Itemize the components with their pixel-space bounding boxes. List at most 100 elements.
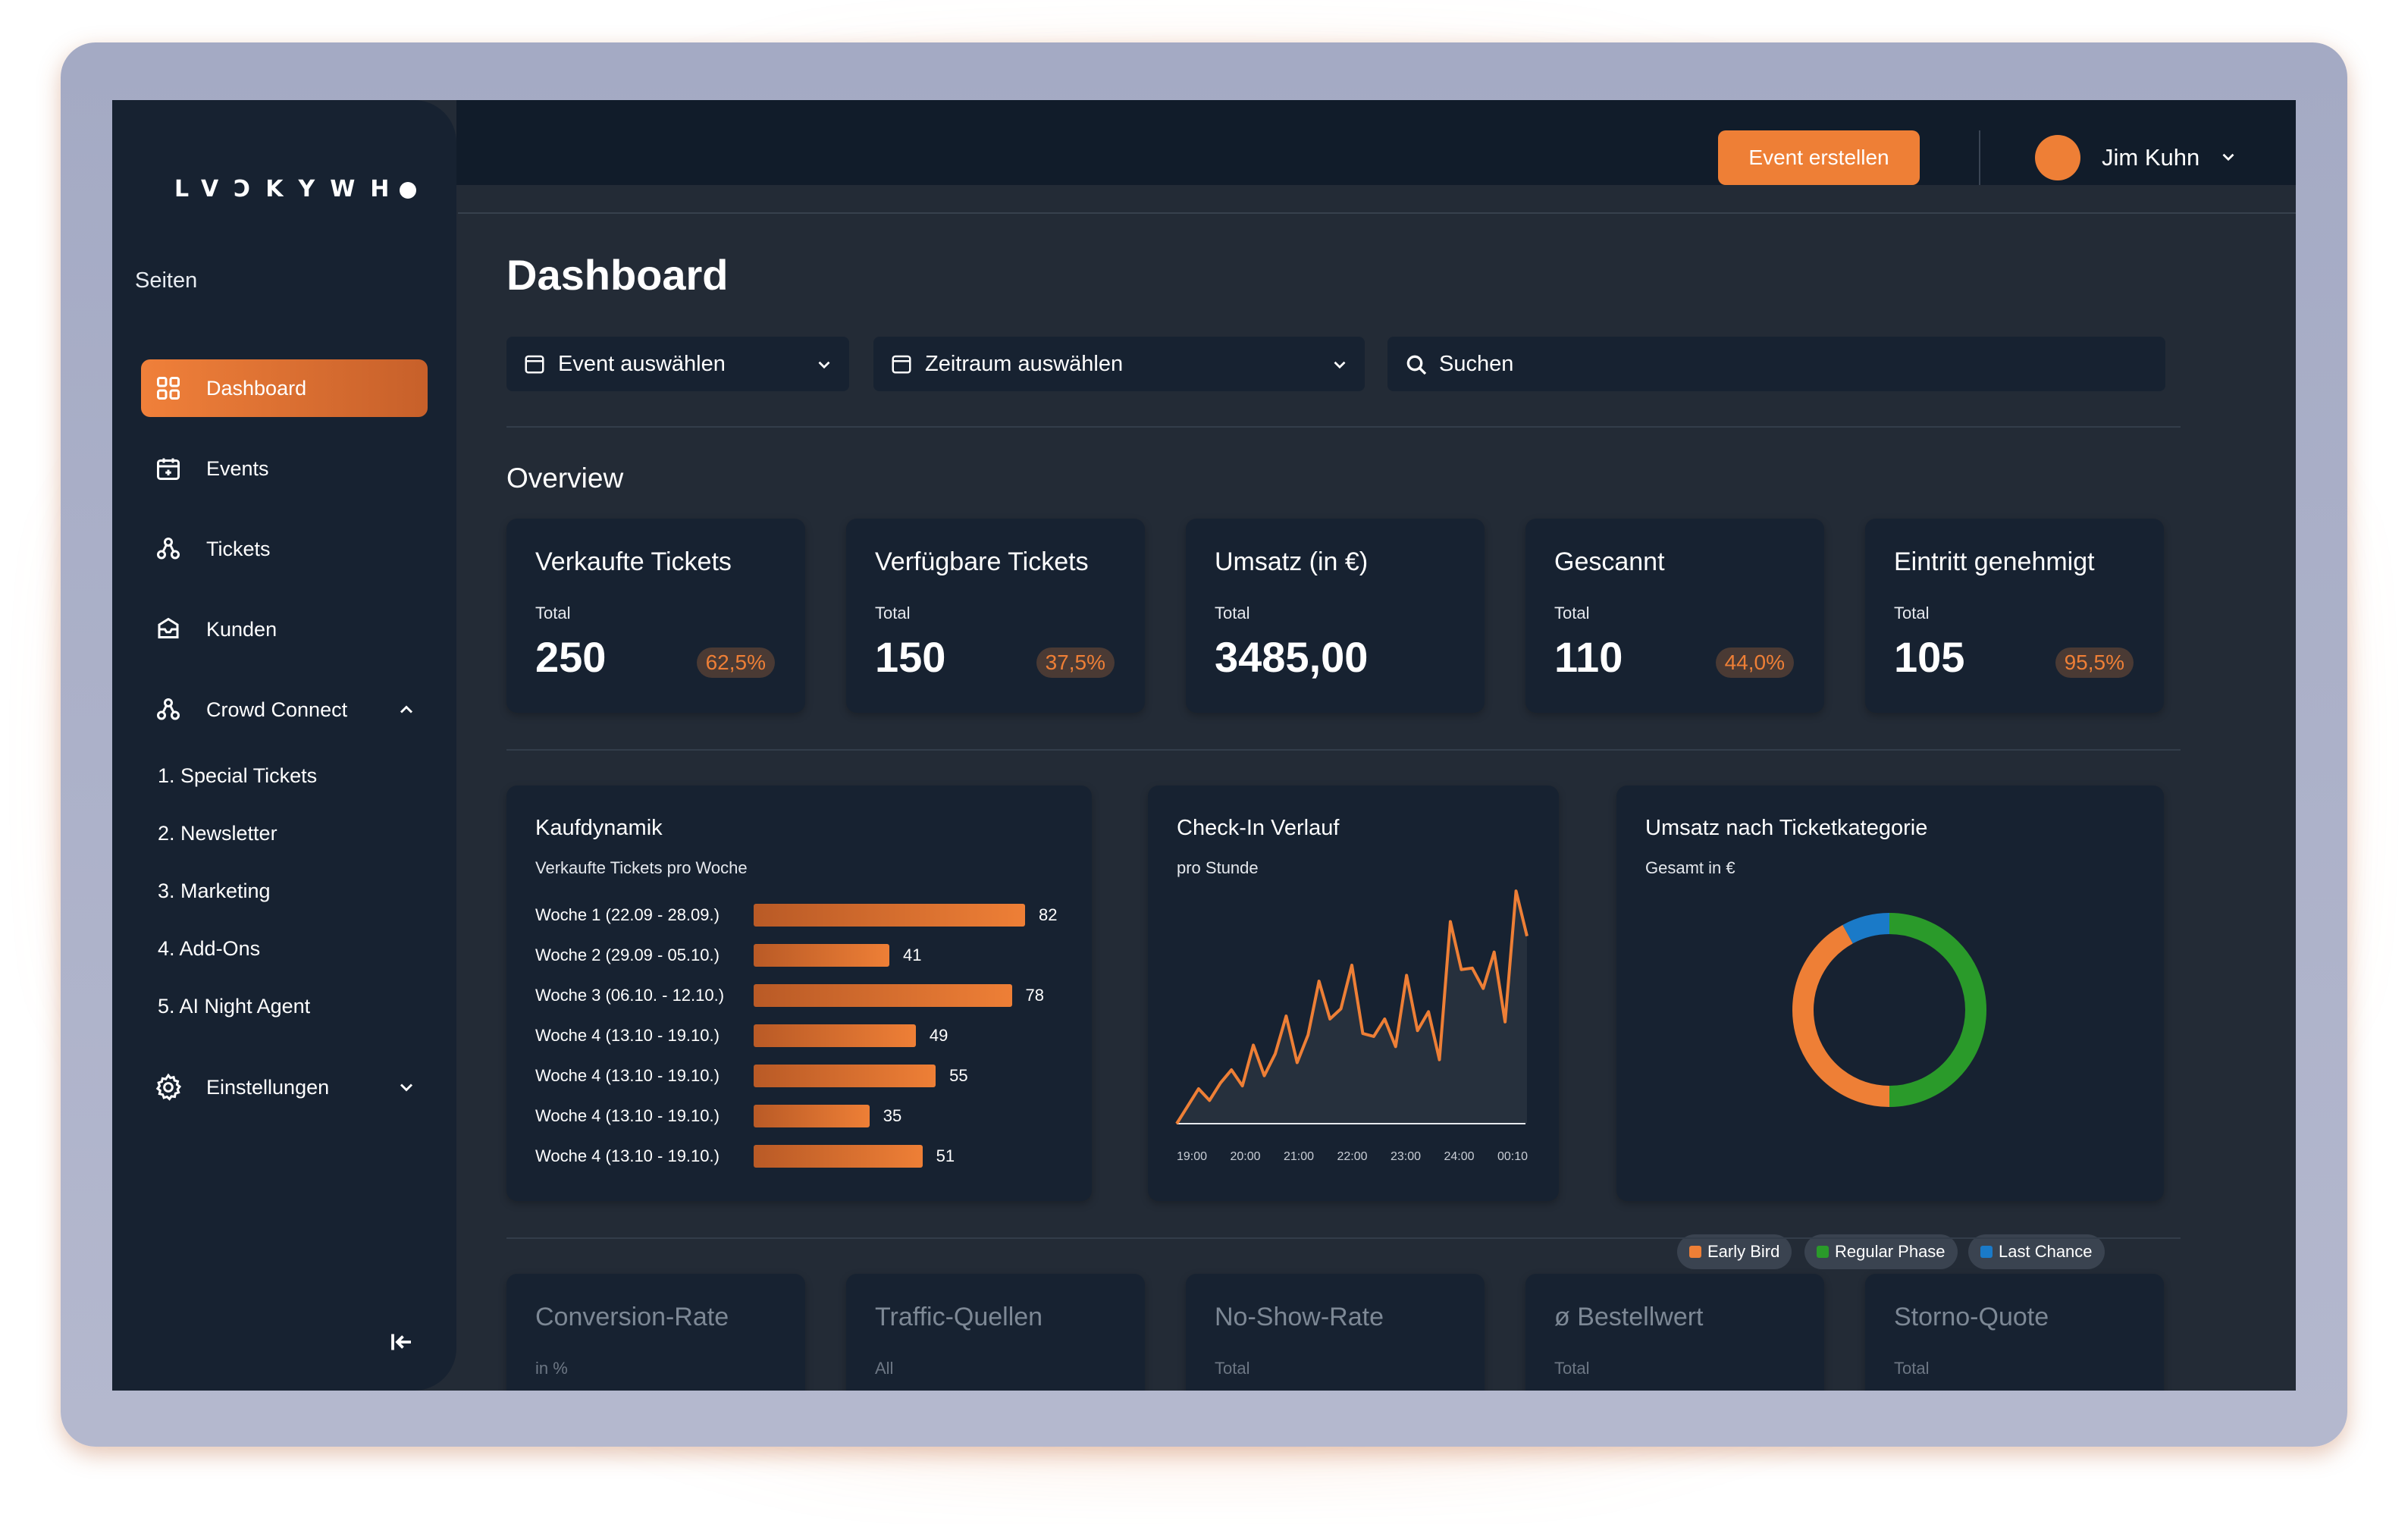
bar-value: 49 <box>929 1026 948 1045</box>
sidebar-subitem[interactable]: 5. AI Night Agent <box>158 995 311 1018</box>
x-tick-label: 00:10 <box>1497 1150 1528 1163</box>
stat-card-available[interactable]: Verfügbare Tickets Total 150 37,5% <box>846 519 1145 713</box>
kpi-card-conversion[interactable]: Conversion-Rate in % <box>506 1274 805 1391</box>
collapse-sidebar-icon[interactable] <box>388 1328 419 1356</box>
bar[interactable] <box>754 1105 870 1127</box>
chevron-down-icon[interactable] <box>396 1077 417 1098</box>
bar-label: Woche 1 (22.09 - 28.09.) <box>535 905 720 924</box>
stat-badge: 95,5% <box>2055 648 2134 678</box>
sidebar-item-label: Crowd Connect <box>206 698 348 721</box>
chart-title: Kaufdynamik <box>535 816 663 840</box>
user-name[interactable]: Jim Kuhn <box>2102 144 2200 171</box>
stat-subtitle: Total <box>1215 604 1250 622</box>
people-icon <box>153 695 183 725</box>
divider <box>506 749 2181 751</box>
sidebar-subitem[interactable]: 4. Add-Ons <box>158 937 261 960</box>
sidebar-item-kunden[interactable]: Kunden <box>141 601 428 658</box>
sidebar-item-label: Dashboard <box>206 376 307 400</box>
period-select[interactable]: Zeitraum auswählen <box>873 337 1365 391</box>
overview-heading: Overview <box>506 463 624 494</box>
bar-label: Woche 4 (13.10 - 19.10.) <box>535 1106 720 1125</box>
create-event-button[interactable]: Event erstellen <box>1718 130 1920 185</box>
bar-value: 51 <box>936 1146 955 1165</box>
chart-subtitle: Gesamt in € <box>1645 858 1735 877</box>
line-series[interactable] <box>1175 889 1529 1125</box>
divider <box>506 426 2181 428</box>
sidebar-item-events[interactable]: Events <box>141 440 428 497</box>
event-select[interactable]: Event auswählen <box>506 337 849 391</box>
legend-label: Regular Phase <box>1835 1242 1946 1261</box>
legend-last-chance[interactable]: Last Chance <box>1968 1234 2105 1269</box>
chart-subtitle: pro Stunde <box>1177 858 1259 877</box>
stat-badge: 37,5% <box>1036 648 1115 678</box>
calendar-icon <box>890 353 913 375</box>
x-tick-label: 21:00 <box>1284 1150 1314 1163</box>
search-input[interactable]: Suchen <box>1387 337 2165 391</box>
stat-card-scanned[interactable]: Gescannt Total 110 44,0% <box>1525 519 1824 713</box>
legend-label: Early Bird <box>1707 1242 1780 1261</box>
bar[interactable] <box>754 944 889 967</box>
kpi-card-cancellation[interactable]: Storno-Quote Total <box>1865 1274 2164 1391</box>
stat-subtitle: Total <box>535 604 571 622</box>
x-tick-label: 20:00 <box>1231 1150 1261 1163</box>
chevron-up-icon[interactable] <box>396 699 417 720</box>
stat-value: 110 <box>1554 633 1623 681</box>
chart-card-kaufdynamik: Kaufdynamik Verkaufte Tickets pro Woche … <box>506 786 1092 1201</box>
bar[interactable] <box>754 1024 916 1047</box>
sidebar-subitem[interactable]: 3. Marketing <box>158 880 271 902</box>
kpi-card-traffic[interactable]: Traffic-Quellen All <box>846 1274 1145 1391</box>
bar-value: 82 <box>1039 905 1058 924</box>
legend-regular-phase[interactable]: Regular Phase <box>1804 1234 1958 1269</box>
stat-card-admitted[interactable]: Eintritt genehmigt Total 105 95,5% <box>1865 519 2164 713</box>
sidebar-subitem[interactable]: 1. Special Tickets <box>158 764 318 787</box>
sidebar-item-label: Events <box>206 456 269 480</box>
kpi-card-no-show[interactable]: No-Show-Rate Total <box>1186 1274 1485 1391</box>
inbox-icon <box>153 614 183 644</box>
sidebar-item-tickets[interactable]: Tickets <box>141 520 428 578</box>
chart-card-revenue-category: Umsatz nach Ticketkategorie Gesamt in € <box>1616 786 2164 1201</box>
kpi-card-order-value[interactable]: ø Bestellwert Total <box>1525 1274 1824 1391</box>
sidebar-subitem[interactable]: 2. Newsletter <box>158 822 277 845</box>
search-placeholder: Suchen <box>1439 351 1514 376</box>
donut-slice-regular-phase[interactable] <box>1889 913 1986 1107</box>
bar[interactable] <box>754 1065 936 1087</box>
chevron-down-icon <box>1330 355 1350 375</box>
x-tick-label: 23:00 <box>1391 1150 1421 1163</box>
stat-subtitle: Total <box>875 604 911 622</box>
x-tick-label: 19:00 <box>1177 1150 1207 1163</box>
stat-title: Eintritt genehmigt <box>1894 547 2095 576</box>
bar[interactable] <box>754 984 1012 1007</box>
stat-card-revenue[interactable]: Umsatz (in €) Total 3485,00 <box>1186 519 1485 713</box>
avatar[interactable] <box>2035 135 2080 180</box>
logo-text: LVↃKYWH <box>174 176 405 202</box>
sidebar-item-dashboard[interactable]: Dashboard <box>141 359 428 417</box>
chart-card-checkin: Check-In Verlauf pro Stunde 19:00 20:00 21… <box>1148 786 1559 1201</box>
bar-value: 55 <box>949 1066 968 1085</box>
bar[interactable] <box>754 1145 923 1168</box>
sidebar-item-crowd-connect[interactable]: Crowd Connect <box>141 681 428 738</box>
legend-swatch <box>1689 1246 1701 1258</box>
search-icon <box>1404 353 1427 375</box>
bar-label: Woche 2 (29.09 - 05.10.) <box>535 945 720 964</box>
bar-value: 35 <box>883 1106 902 1125</box>
chevron-down-icon[interactable] <box>2218 147 2238 167</box>
kpi-subtitle: All <box>875 1359 894 1378</box>
brand-logo[interactable]: LVↃKYWH <box>174 176 417 202</box>
header-divider <box>1979 130 1980 185</box>
chart-title: Check-In Verlauf <box>1177 816 1340 840</box>
donut-slice-early-bird[interactable] <box>1792 924 1890 1107</box>
sidebar-item-einstellungen[interactable]: Einstellungen <box>141 1058 428 1116</box>
sidebar-section-label: Seiten <box>135 268 198 293</box>
stat-badge: 62,5% <box>696 648 775 678</box>
stat-title: Umsatz (in €) <box>1215 547 1369 576</box>
legend-early-bird[interactable]: Early Bird <box>1677 1234 1792 1269</box>
kpi-subtitle: in % <box>535 1359 568 1378</box>
stat-card-sold[interactable]: Verkaufte Tickets Total 250 62,5% <box>506 519 805 713</box>
stat-title: Verkaufte Tickets <box>535 547 732 576</box>
kpi-title: Conversion-Rate <box>535 1303 729 1331</box>
bar[interactable] <box>754 904 1025 927</box>
app-screen: LVↃKYWH Seiten Dashboard Events Tickets … <box>112 100 2296 1391</box>
sidebar-item-label: Tickets <box>206 537 271 560</box>
stat-title: Gescannt <box>1554 547 1665 576</box>
donut-slice-last-chance[interactable] <box>1842 913 1890 944</box>
